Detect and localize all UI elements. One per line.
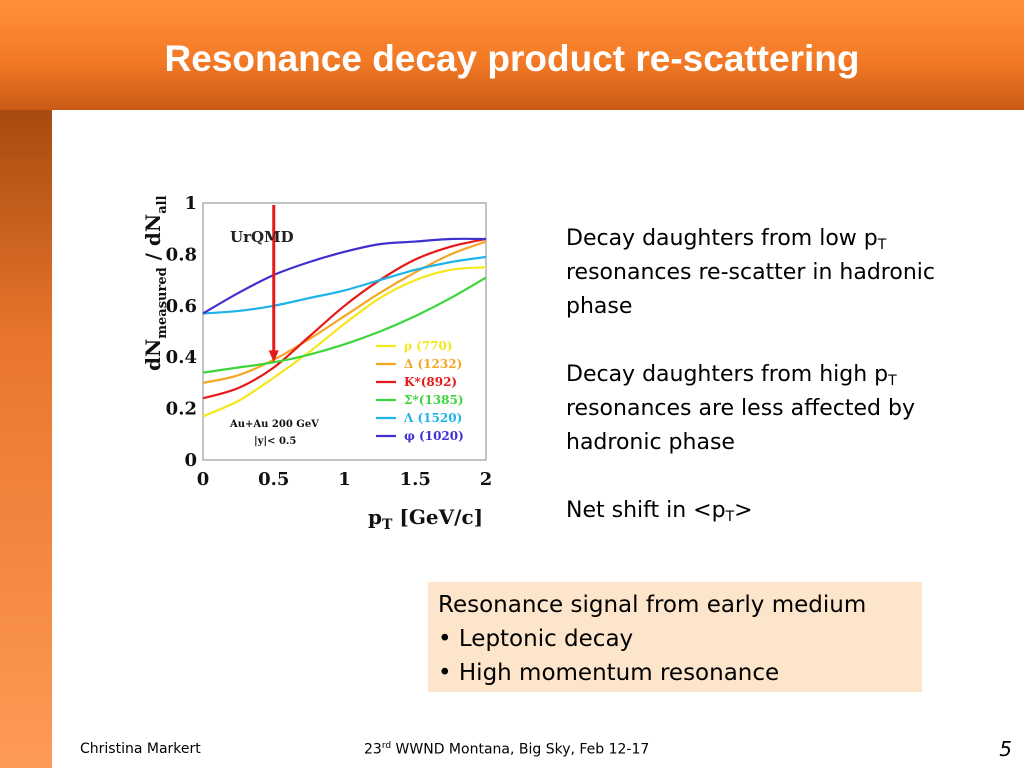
title-bar: Resonance decay product re-scattering bbox=[0, 0, 1024, 110]
legend: ρ (770) Δ (1232) K*(892) Σ*(1385) Λ (1520) φ … bbox=[376, 339, 464, 443]
marker-arrow-head bbox=[268, 350, 279, 363]
footer-author: Christina Markert bbox=[80, 741, 201, 757]
y-tick-1: 0.2 bbox=[166, 399, 197, 420]
left-decor-bar bbox=[0, 110, 52, 768]
legend-label-3: Σ*(1385) bbox=[404, 393, 464, 407]
footer-conference: 23rd WWND Montana, Big Sky, Feb 12-17 bbox=[364, 741, 650, 758]
signal-box: Resonance signal from early medium • Lep… bbox=[428, 582, 922, 692]
y-ticks: 0 0.2 0.4 0.6 0.8 1 bbox=[166, 193, 197, 471]
series-line-0 bbox=[202, 266, 487, 418]
x-tick-0: 0 bbox=[197, 469, 210, 490]
plot-frame bbox=[202, 202, 487, 461]
legend-label-0: ρ (770) bbox=[404, 339, 453, 353]
bullet-low-pt: Decay daughters from low pT resonances r… bbox=[566, 226, 935, 319]
condition-2: |y|< 0.5 bbox=[254, 436, 296, 447]
x-tick-2: 1 bbox=[338, 469, 351, 490]
decay-chart: UrQMD Au+Au 200 GeV |y|< 0.5 ρ (770) Δ (1… bbox=[141, 193, 493, 533]
bullet-net-shift: Net shift in <pT> bbox=[566, 498, 753, 525]
series-line-2 bbox=[202, 237, 487, 400]
x-tick-4: 2 bbox=[480, 469, 493, 490]
y-tick-0: 0 bbox=[184, 450, 197, 471]
box-line-3: • High momentum resonance bbox=[438, 660, 780, 686]
series-line-4 bbox=[202, 255, 487, 315]
legend-label-5: φ (1020) bbox=[404, 429, 464, 443]
condition-1: Au+Au 200 GeV bbox=[229, 419, 319, 430]
series-line-1 bbox=[202, 240, 487, 384]
box-line-1: Resonance signal from early medium bbox=[438, 592, 867, 618]
y-tick-5: 1 bbox=[184, 193, 197, 214]
bullet-text: Decay daughters from low pT resonances r… bbox=[566, 222, 966, 562]
series-line-3 bbox=[202, 276, 487, 374]
y-tick-2: 0.4 bbox=[166, 347, 197, 368]
series-line-5 bbox=[202, 237, 487, 315]
series-layer bbox=[202, 237, 487, 418]
legend-label-1: Δ (1232) bbox=[404, 357, 462, 371]
x-tick-1: 0.5 bbox=[258, 469, 289, 490]
y-tick-3: 0.6 bbox=[166, 296, 197, 317]
y-tick-4: 0.8 bbox=[166, 244, 197, 265]
page-number: 5 bbox=[999, 737, 1012, 761]
legend-label-2: K*(892) bbox=[404, 375, 457, 389]
x-ticks: 0 0.5 1 1.5 2 bbox=[197, 469, 493, 490]
x-axis-label: pT [GeV/c] bbox=[368, 505, 483, 533]
legend-label-4: Λ (1520) bbox=[403, 411, 462, 425]
x-tick-3: 1.5 bbox=[400, 469, 431, 490]
model-label: UrQMD bbox=[230, 228, 294, 246]
box-line-2: • Leptonic decay bbox=[438, 626, 634, 652]
slide-title: Resonance decay product re-scattering bbox=[164, 38, 860, 79]
bullet-high-pt: Decay daughters from high pT resonances … bbox=[566, 362, 915, 455]
y-axis-label: dNmeasured / dNall bbox=[141, 195, 170, 371]
